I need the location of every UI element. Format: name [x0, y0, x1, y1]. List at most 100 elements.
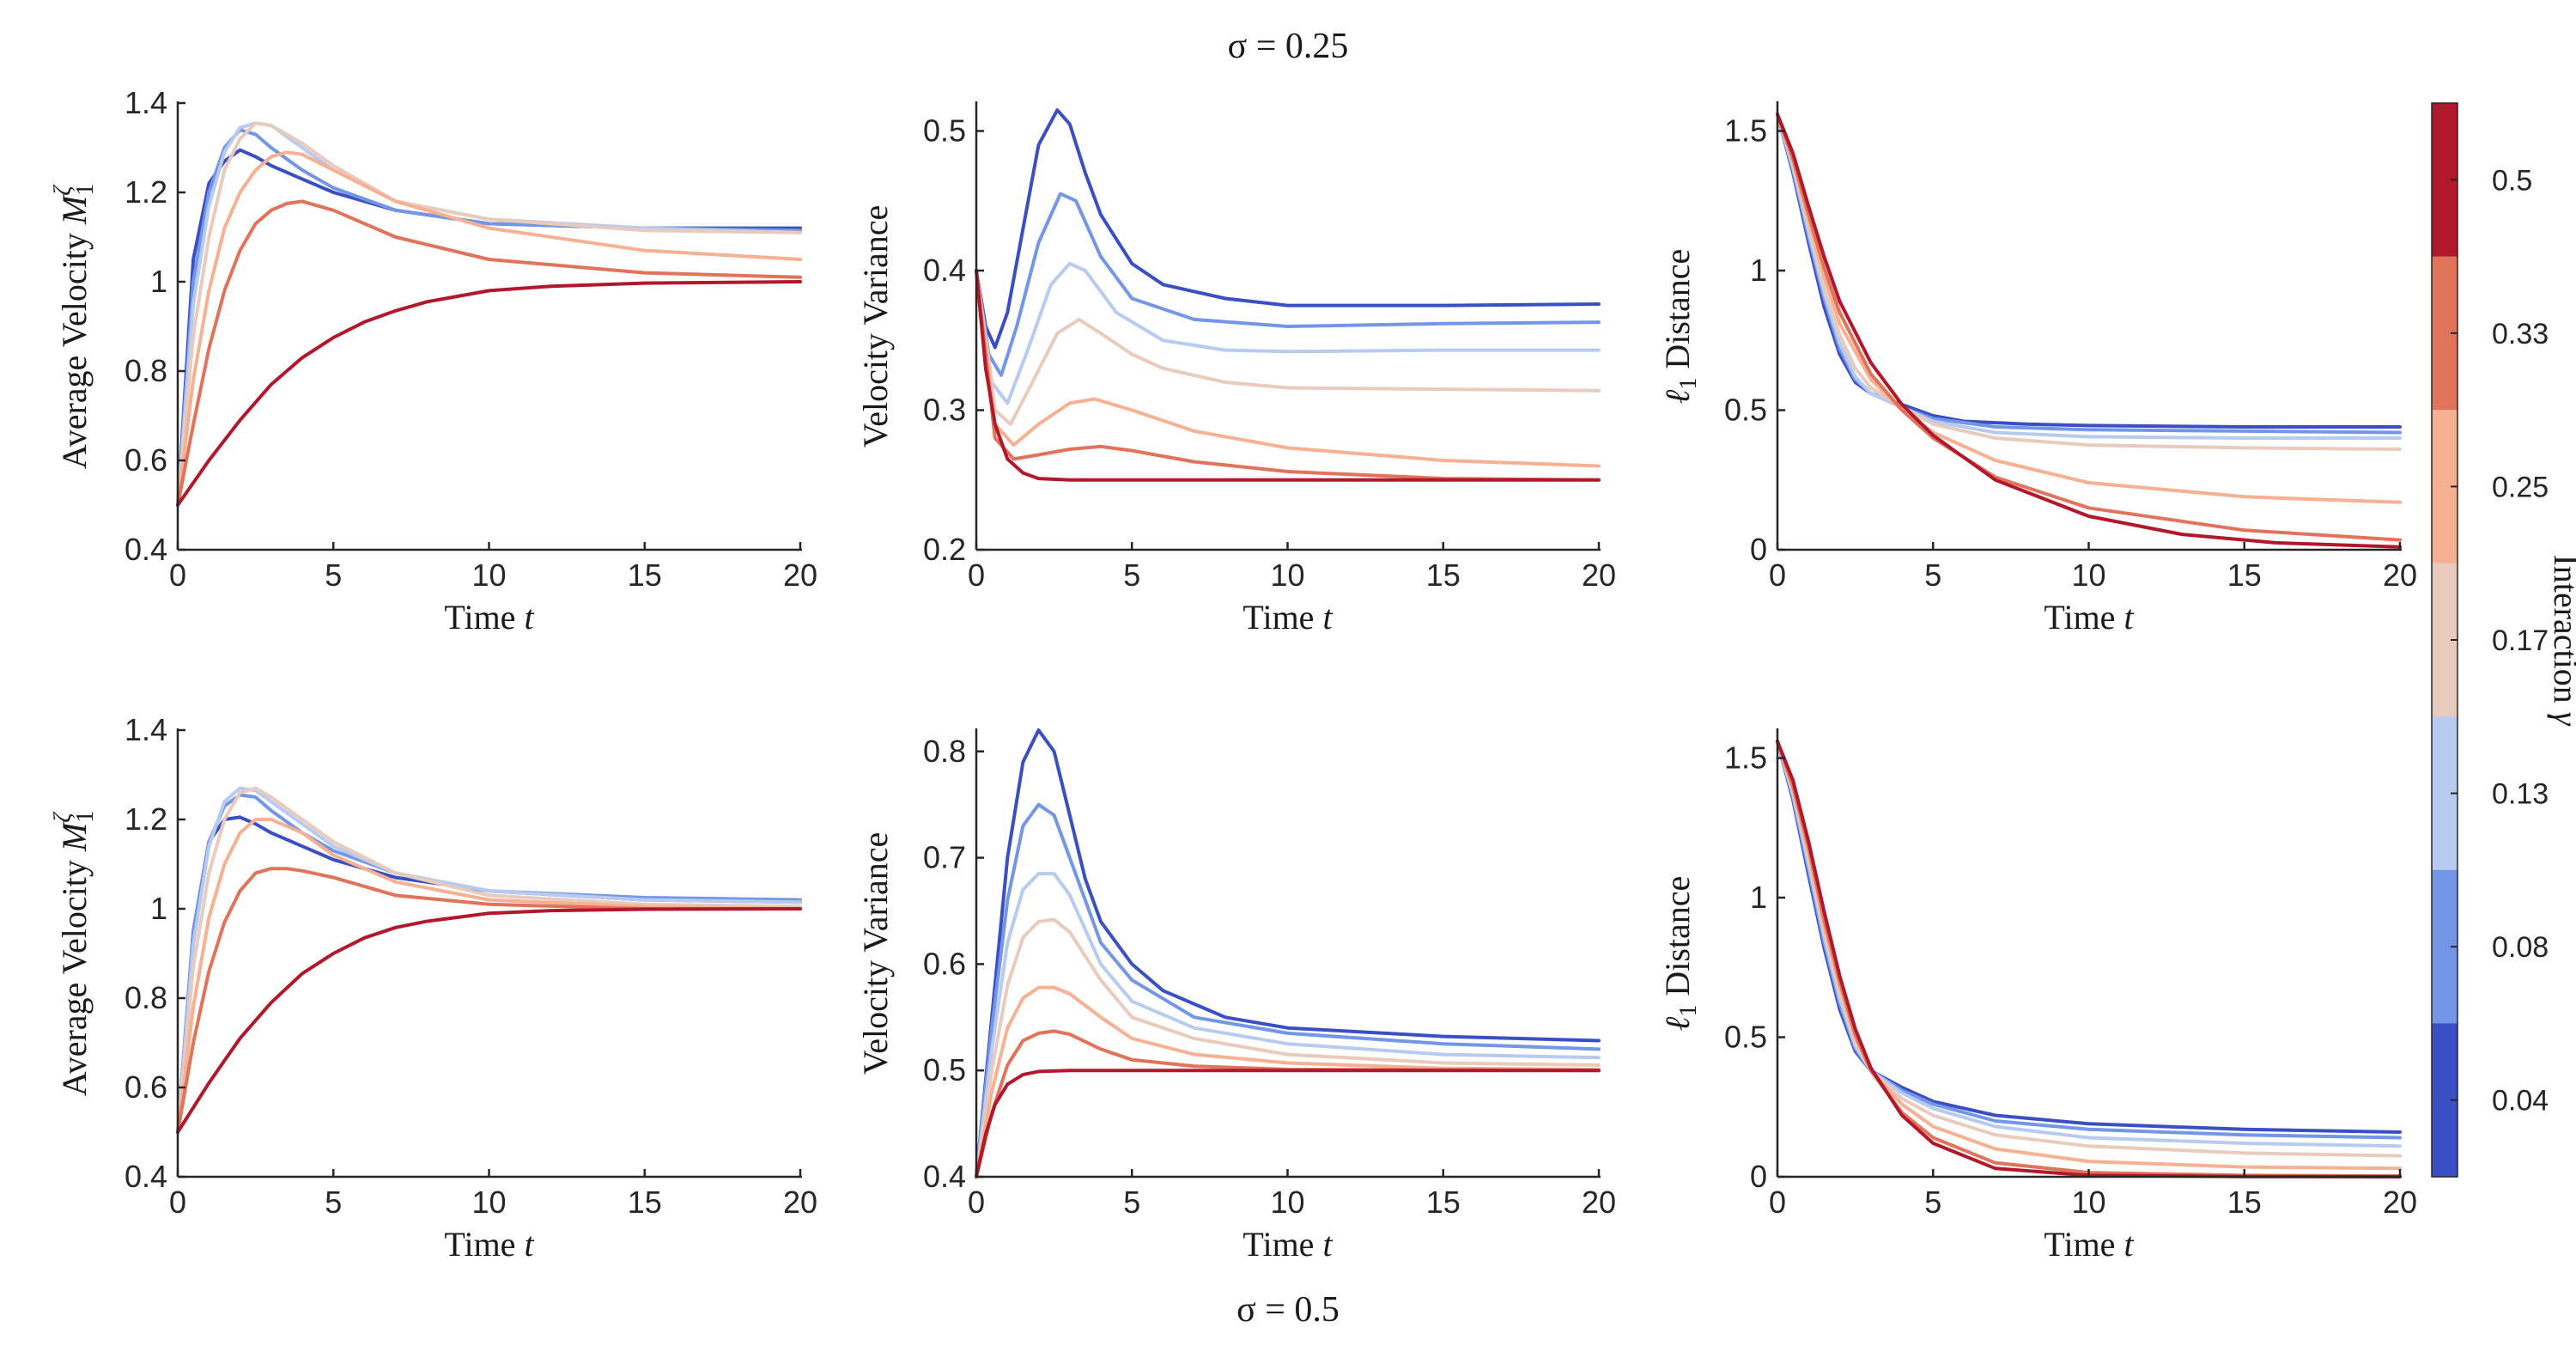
x-tick-label: 0	[169, 557, 186, 593]
x-tick-label: 5	[1924, 1185, 1941, 1220]
y-tick-label: 0.4	[125, 532, 167, 567]
series-line-gamma-0.33	[1776, 113, 2402, 542]
x-tick-label: 10	[1270, 1185, 1304, 1220]
panel-bottom-left: 0 5 10 15 20 0.4 0.6 0.8 1 1.2 1.4 Time t Average Ve…	[50, 712, 817, 1264]
y-tick-label: 0.2	[923, 532, 966, 567]
series-line-gamma-0.04	[176, 148, 802, 507]
series-line-gamma-0.08	[176, 128, 802, 507]
y-tick-label: 0.8	[923, 734, 966, 769]
series-line-gamma-0.17	[176, 786, 802, 1134]
x-tick-label: 20	[1582, 1185, 1616, 1220]
panel-top-right: 0 5 10 15 20 0 0.5 1 1.5 Time t ℓ1 Distance	[1658, 101, 2417, 636]
series-line-gamma-0.17	[1776, 740, 2402, 1158]
y-tick-label: 0.5	[1724, 1020, 1767, 1055]
x-axis-label: Time t	[444, 598, 534, 636]
y-axis-label: Velocity Variance	[856, 832, 895, 1075]
x-tick-label: 10	[2071, 1185, 2105, 1220]
x-axis-label: Time t	[444, 1225, 534, 1264]
y-tick-label: 0.5	[923, 113, 966, 149]
x-tick-label: 5	[325, 1185, 342, 1220]
series-line-gamma-0.33	[975, 1029, 1601, 1179]
series-line-gamma-0.25	[176, 818, 802, 1134]
series-line-gamma-0.17	[975, 269, 1601, 426]
series-line-gamma-0.04	[975, 728, 1601, 1179]
series-line-gamma-0.17	[975, 917, 1601, 1179]
series-line-gamma-0.33	[176, 199, 802, 507]
series-group	[176, 786, 802, 1134]
x-axis-label: Time t	[2044, 1225, 2134, 1264]
x-tick-label: 0	[968, 557, 985, 593]
x-tick-label: 20	[1582, 557, 1616, 593]
y-tick-label: 0	[1750, 532, 1767, 567]
x-tick-label: 15	[1426, 557, 1461, 593]
y-tick-label: 1.2	[125, 174, 167, 210]
series-line-gamma-0.08	[1776, 113, 2402, 435]
y-axis-label: Average Velocity M1ζ	[50, 811, 99, 1096]
y-axis-label: Velocity Variance	[856, 205, 895, 448]
colorbar-tick-label: 0.04	[2492, 1085, 2549, 1118]
series-line-gamma-0.17	[1776, 113, 2402, 451]
series-line-gamma-0.08	[176, 793, 802, 1134]
series-line-gamma-0.5	[975, 269, 1601, 482]
y-axis-label: ℓ1 Distance	[1658, 249, 1702, 405]
panel-top-middle: 0 5 10 15 20 0.2 0.3 0.4 0.5 Time t Velocity Varia…	[856, 101, 1616, 636]
series-group	[975, 108, 1601, 482]
x-tick-label: 20	[2383, 1185, 2417, 1220]
series-group	[1776, 740, 2402, 1179]
x-tick-label: 15	[2227, 1185, 2262, 1220]
colorbar: 0.5 0.33 0.25 0.17 0.13 0.08 0.04 Interaction γ	[2431, 102, 2576, 1178]
series-line-gamma-0.13	[975, 872, 1601, 1179]
x-tick-label: 0	[169, 1185, 186, 1220]
x-tick-label: 5	[325, 557, 342, 593]
series-line-gamma-0.5	[1776, 740, 2402, 1179]
x-tick-label: 5	[1123, 1185, 1140, 1220]
y-tick-label: 1	[1750, 880, 1767, 915]
series-group	[176, 121, 802, 507]
series-line-gamma-0.08	[975, 192, 1601, 377]
x-tick-label: 0	[1769, 1185, 1786, 1220]
colorbar-tick-label: 0.25	[2492, 471, 2549, 503]
series-group	[1776, 113, 2402, 549]
x-tick-label: 0	[1769, 557, 1786, 593]
series-line-gamma-0.13	[176, 121, 802, 507]
x-tick-label: 5	[1123, 557, 1140, 593]
y-axis-label: ℓ1 Distance	[1658, 876, 1702, 1032]
series-line-gamma-0.13	[975, 261, 1601, 405]
y-tick-label: 0.6	[125, 442, 167, 478]
y-tick-label: 0.4	[125, 1159, 167, 1194]
colorbar-label: Interaction γ	[2547, 554, 2576, 726]
colorbar-tick-label: 0.13	[2492, 778, 2549, 811]
x-tick-label: 10	[2071, 557, 2105, 593]
x-tick-label: 15	[2227, 557, 2262, 593]
x-tick-label: 15	[628, 557, 662, 593]
series-line-gamma-0.5	[176, 907, 802, 1134]
x-axis-label: Time t	[1242, 1225, 1333, 1264]
panel-bottom-right: 0 5 10 15 20 0 0.5 1 1.5 Time t ℓ1 Distance	[1658, 728, 2417, 1264]
y-tick-label: 0.6	[125, 1069, 167, 1105]
panel-bottom-middle: 0 5 10 15 20 0.4 0.5 0.6 0.7 0.8 Time t Velocity Va…	[856, 728, 1616, 1264]
y-tick-label: 0.4	[923, 253, 966, 288]
panel-top-left: 0 5 10 15 20 0.4 0.6 0.8 1 1.2 1.4 Time t Average Ve…	[50, 85, 817, 636]
y-tick-label: 0.5	[1724, 393, 1767, 428]
y-tick-label: 1.4	[125, 712, 167, 747]
colorbar-tick-label: 0.5	[2492, 164, 2532, 197]
series-line-gamma-0.04	[975, 108, 1601, 350]
colorbar-tick-label: 0.17	[2492, 624, 2549, 657]
y-tick-label: 1.5	[1724, 740, 1767, 776]
x-axis-label: Time t	[1242, 598, 1333, 636]
series-line-gamma-0.25	[975, 269, 1601, 468]
y-tick-label: 1.2	[125, 801, 167, 837]
x-tick-label: 10	[1270, 557, 1304, 593]
y-tick-label: 0.3	[923, 393, 966, 428]
x-tick-label: 0	[968, 1185, 985, 1220]
y-tick-label: 0.8	[125, 980, 167, 1015]
y-tick-label: 1	[150, 264, 167, 299]
y-tick-label: 0	[1750, 1159, 1767, 1194]
y-tick-label: 1.5	[1724, 113, 1767, 149]
series-line-gamma-0.04	[176, 815, 802, 1134]
series-line-gamma-0.25	[176, 150, 802, 507]
x-tick-label: 20	[783, 557, 817, 593]
colorbar-tick-label: 0.08	[2492, 931, 2549, 964]
